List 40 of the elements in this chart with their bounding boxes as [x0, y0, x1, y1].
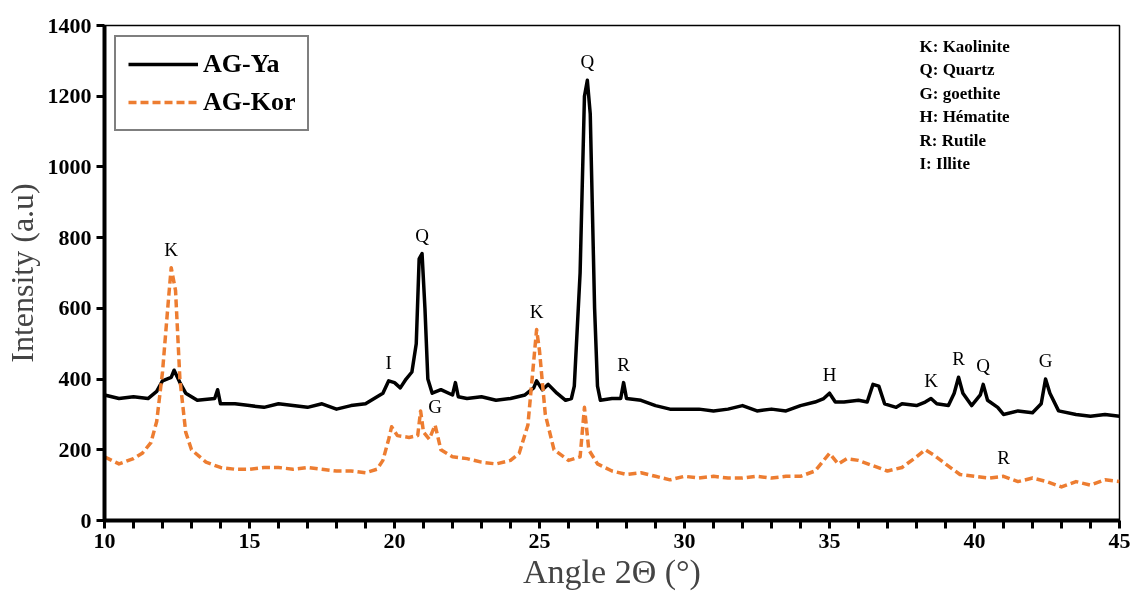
y-tick-label: 1400: [47, 12, 92, 38]
annotation: R: [617, 353, 631, 375]
x-tick-label: 45: [1108, 527, 1131, 553]
annotation: H: [822, 364, 837, 386]
annotation: G: [428, 396, 443, 418]
annotation: I: [385, 351, 392, 373]
annotation: I: Illite: [919, 154, 971, 173]
annotation: R: [952, 348, 966, 370]
x-tick-label: 30: [673, 527, 696, 553]
annotation: R: [997, 447, 1011, 469]
y-tick-label: 1200: [47, 83, 92, 109]
annotation: K: [164, 238, 179, 260]
x-tick-label: 10: [93, 527, 116, 553]
x-tick-label: 25: [528, 527, 551, 553]
x-tick-label: 40: [963, 527, 986, 553]
annotation: G: goethite: [919, 83, 1001, 103]
y-tick-label: 800: [58, 224, 92, 250]
y-tick-label: 600: [58, 295, 92, 321]
line-series: [104, 265, 1120, 489]
annotation: K: [529, 300, 544, 322]
annotation: K: Kaolinite: [919, 36, 1011, 56]
y-tick-label: 1000: [47, 153, 92, 179]
legend-label: AG-Ya: [203, 49, 280, 79]
annotation: G: [1038, 350, 1053, 372]
x-tick-label: 20: [383, 527, 406, 553]
annotation: Q: [976, 355, 991, 377]
annotation: K: [924, 369, 939, 391]
x-tick-label: 35: [818, 527, 841, 553]
annotation: Q: [415, 224, 430, 246]
annotation: H: Hématite: [919, 107, 1011, 126]
y-tick-label: 400: [58, 366, 92, 392]
x-axis-title: Angle 2Θ (°): [523, 552, 701, 591]
y-axis-title: Intensity (a.u): [3, 183, 40, 363]
y-tick-label: 0: [80, 507, 92, 533]
annotation: Q: [580, 51, 595, 73]
annotation: R: Rutile: [919, 130, 987, 150]
annotation: Q: Quartz: [919, 60, 996, 79]
y-tick-label: 200: [58, 436, 92, 462]
x-tick-label: 15: [238, 527, 261, 553]
legend-label: AG-Kor: [203, 87, 296, 117]
